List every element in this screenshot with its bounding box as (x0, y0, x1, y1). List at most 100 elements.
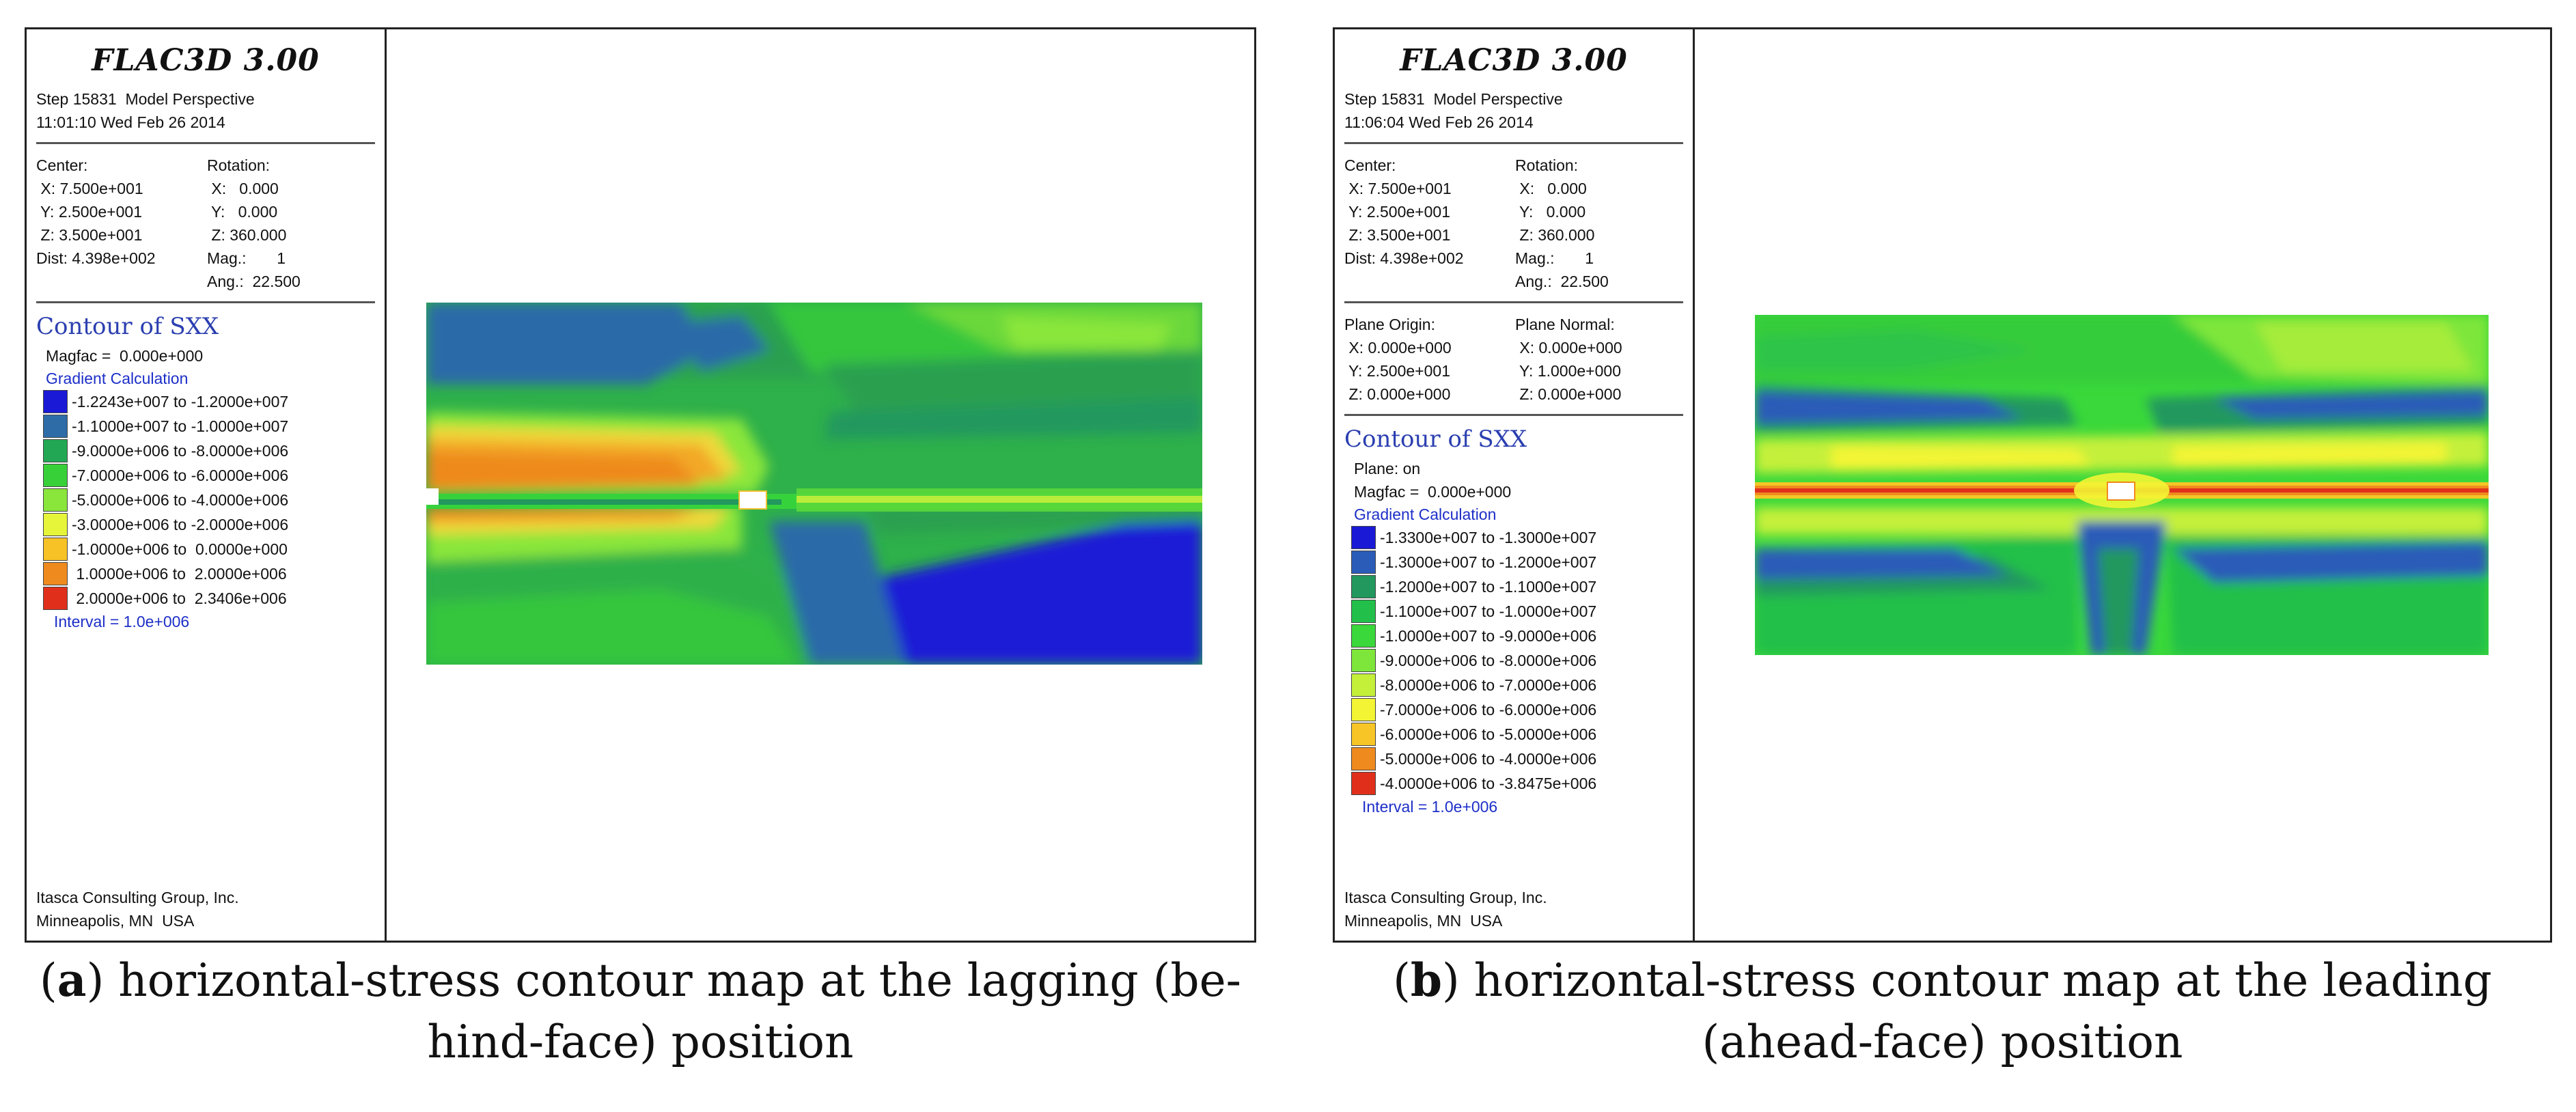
plane-normal-x: X: 0.000e+000 (1515, 339, 1622, 357)
legend-swatch (1351, 551, 1376, 574)
legend-row: -1.3300e+007 to -1.3000e+007 (1351, 525, 1683, 550)
legend-swatch (1351, 526, 1376, 549)
legend-row: -3.0000e+006 to -2.0000e+006 (43, 512, 375, 537)
legend-swatch (1351, 723, 1376, 746)
mag: Mag.: 1 (207, 249, 286, 267)
caption-letter: b (1410, 954, 1443, 1007)
legend-row: -1.1000e+007 to -1.0000e+007 (1351, 599, 1683, 624)
legend-label: -9.0000e+006 to -8.0000e+006 (1380, 651, 1597, 669)
caption-text: horizontal-stress contour map at the lag… (104, 954, 1241, 1007)
panel-b: FLAC3D 3.00 Step 15831 Model Perspective… (1333, 27, 2552, 943)
magfac: Magfac = 0.000e+000 (1354, 483, 1512, 501)
plane-normal-y: Y: 1.000e+000 (1515, 362, 1621, 380)
caption-letter: a (57, 954, 87, 1007)
ang: Ang.: 22.500 (207, 273, 301, 290)
legend-swatch (1351, 624, 1376, 648)
step-line: Step 15831 Model Perspective (1344, 90, 1563, 108)
legend-swatch (43, 464, 68, 487)
legend-swatch (43, 562, 68, 585)
plane-normal-z: Z: 0.000e+000 (1515, 385, 1622, 403)
legend-label: -4.0000e+006 to -3.8475e+006 (1380, 774, 1597, 792)
legend-row: -9.0000e+006 to -8.0000e+006 (43, 439, 375, 463)
contour-title: Contour of SXX (1344, 426, 1527, 453)
plane-origin-z: Z: 0.000e+000 (1344, 385, 1451, 403)
separator (1344, 301, 1683, 303)
credits: Itasca Consulting Group, Inc. Minneapolis… (36, 886, 239, 932)
dist: Dist: 4.398e+002 (36, 249, 156, 267)
legend-label: -7.0000e+006 to -6.0000e+006 (72, 466, 289, 484)
rotation-z: Z: 360.000 (1515, 226, 1595, 244)
legend-label: -1.2000e+007 to -1.1000e+007 (1380, 577, 1597, 596)
magfac: Magfac = 0.000e+000 (46, 347, 204, 365)
legend-swatch (43, 488, 68, 512)
legend-label: -1.0000e+007 to -9.0000e+006 (1380, 626, 1597, 645)
credit-company: Itasca Consulting Group, Inc. (36, 889, 239, 906)
contour-plot-a (426, 303, 1202, 665)
plane-origin-label: Plane Origin: (1344, 316, 1435, 333)
ang: Ang.: 22.500 (1515, 273, 1609, 290)
legend-label: -3.0000e+006 to -2.0000e+006 (72, 515, 289, 533)
center-z: Z: 3.500e+001 (36, 226, 143, 244)
legend-row: -5.0000e+006 to -4.0000e+006 (1351, 747, 1683, 771)
separator (36, 301, 375, 303)
center-label: Center: (1344, 156, 1396, 174)
caption-text-line2: (ahead-face) position (1702, 1016, 2183, 1068)
gradient-label: Gradient Calculation (1354, 505, 1497, 523)
legend-swatch (43, 439, 68, 462)
legend-label: -1.3300e+007 to -1.3000e+007 (1380, 528, 1597, 546)
panel-a: FLAC3D 3.00 Step 15831 Model Perspective… (25, 27, 1256, 943)
time-line: 11:06:04 Wed Feb 26 2014 (1344, 113, 1534, 131)
legend-label: 2.0000e+006 to 2.3406e+006 (72, 589, 287, 607)
credit-location: Minneapolis, MN USA (36, 912, 195, 930)
step-line: Step 15831 Model Perspective (36, 90, 255, 108)
interval: Interval = 1.0e+006 (1362, 798, 1498, 816)
rotation-label: Rotation: (207, 156, 271, 174)
legend-row: -7.0000e+006 to -6.0000e+006 (1351, 697, 1683, 722)
separator (1344, 414, 1683, 416)
caption-text-line2: hind-face) position (427, 1016, 854, 1068)
caption-a: (a) horizontal-stress contour map at the… (40, 954, 1241, 1068)
legend-b: -1.3300e+007 to -1.3000e+007 -1.3000e+00… (1351, 525, 1683, 796)
legend-swatch (1351, 772, 1376, 795)
separator (1344, 142, 1683, 144)
plane-origin-x: X: 0.000e+000 (1344, 339, 1452, 357)
credits: Itasca Consulting Group, Inc. Minneapolis… (1344, 886, 1547, 932)
view-params: Center: X: 7.500e+001 Y: 2.500e+001 Z: 3… (1344, 154, 1683, 293)
center-z: Z: 3.500e+001 (1344, 226, 1451, 244)
legend-swatch (1351, 575, 1376, 598)
contour-title: Contour of SXX (36, 313, 219, 340)
app-title: FLAC3D 3.00 (1400, 43, 1628, 78)
legend-a: -1.2243e+007 to -1.2000e+007 -1.1000e+00… (43, 389, 375, 611)
legend-label: 1.0000e+006 to 2.0000e+006 (72, 564, 287, 583)
center-label: Center: (36, 156, 88, 174)
legend-label: -6.0000e+006 to -5.0000e+006 (1380, 725, 1597, 743)
legend-row: -6.0000e+006 to -5.0000e+006 (1351, 722, 1683, 747)
center-x: X: 7.500e+001 (36, 180, 143, 197)
dist: Dist: 4.398e+002 (1344, 249, 1464, 267)
credit-company: Itasca Consulting Group, Inc. (1344, 889, 1547, 906)
legend-swatch (43, 390, 68, 413)
plane-params: Plane Origin: X: 0.000e+000 Y: 2.500e+00… (1344, 313, 1683, 406)
rotation-label: Rotation: (1515, 156, 1579, 174)
legend-swatch (1351, 649, 1376, 672)
rotation-y: Y: 0.000 (207, 203, 278, 221)
center-y: Y: 2.500e+001 (1344, 203, 1450, 221)
contour-field-a (426, 303, 1202, 665)
legend-row: 2.0000e+006 to 2.3406e+006 (43, 586, 375, 611)
center-y: Y: 2.500e+001 (36, 203, 142, 221)
legend-label: -5.0000e+006 to -4.0000e+006 (72, 490, 289, 509)
legend-row: -1.2000e+007 to -1.1000e+007 (1351, 574, 1683, 599)
gradient-label: Gradient Calculation (46, 370, 189, 387)
legend-label: -1.2243e+007 to -1.2000e+007 (72, 392, 289, 411)
legend-label: -8.0000e+006 to -7.0000e+006 (1380, 676, 1597, 694)
legend-swatch (1351, 600, 1376, 623)
rotation-x: X: 0.000 (1515, 180, 1587, 197)
legend-row: -8.0000e+006 to -7.0000e+006 (1351, 673, 1683, 697)
legend-row: -1.0000e+007 to -9.0000e+006 (1351, 624, 1683, 648)
time-line: 11:01:10 Wed Feb 26 2014 (36, 113, 225, 131)
legend-label: -1.1000e+007 to -1.0000e+007 (72, 417, 289, 435)
mag: Mag.: 1 (1515, 249, 1594, 267)
credit-location: Minneapolis, MN USA (1344, 912, 1503, 930)
legend-swatch (43, 513, 68, 536)
rotation-y: Y: 0.000 (1515, 203, 1586, 221)
